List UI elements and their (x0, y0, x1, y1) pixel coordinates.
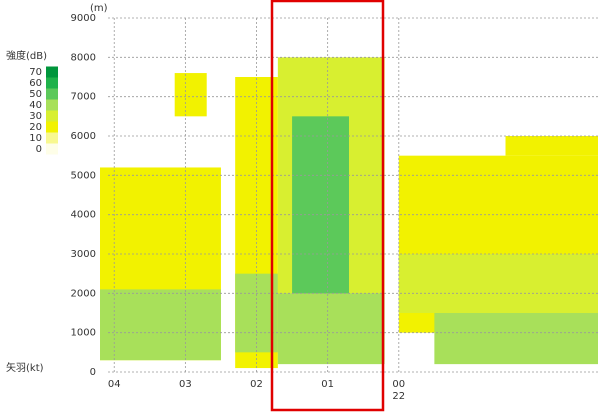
y-tick-label: 4000 (71, 210, 96, 221)
cells (100, 57, 598, 368)
intensity-cell (175, 73, 207, 116)
x-tick-label: 04 (108, 379, 121, 390)
legend-swatch (46, 122, 58, 133)
chart: (m) 強度(dB) 矢羽(kt) 0100020003000400050006… (0, 0, 600, 412)
legend-title: 強度(dB) (6, 49, 47, 62)
y-tick-label: 7000 (71, 92, 96, 103)
barb-label: 矢羽(kt) (6, 361, 44, 374)
x-tick-label: 00 (392, 379, 405, 390)
intensity-cell (434, 313, 598, 364)
legend-label: 0 (36, 144, 42, 155)
y-tick-label: 9000 (71, 13, 96, 24)
legend-label: 30 (29, 111, 42, 122)
y-tick-label: 5000 (71, 170, 96, 181)
y-tick-label: 3000 (71, 249, 96, 260)
legend-label: 50 (29, 89, 42, 100)
legend-label: 10 (29, 133, 42, 144)
legend-label: 70 (29, 67, 42, 78)
y-tick-label: 6000 (71, 131, 96, 142)
y-tick-label: 1000 (71, 328, 96, 339)
legend-swatch (46, 67, 58, 78)
legend-swatch (46, 89, 58, 100)
y-tick-label: 8000 (71, 52, 96, 63)
legend-label: 60 (29, 78, 42, 89)
y-tick-label: 2000 (71, 288, 96, 299)
x-tick-label: 02 (250, 379, 263, 390)
legend-label: 40 (29, 100, 42, 111)
intensity-cell (506, 136, 598, 156)
legend-swatch (46, 100, 58, 111)
intensity-cell (100, 289, 221, 360)
legend-label: 20 (29, 122, 42, 133)
legend-swatch (46, 111, 58, 122)
intensity-cell (278, 293, 385, 364)
date-label: 22 (392, 391, 405, 402)
legend-swatch (46, 133, 58, 144)
legend-swatch (46, 78, 58, 89)
x-tick-label: 03 (179, 379, 192, 390)
legend-swatch (46, 144, 58, 155)
y-tick-label: 0 (90, 367, 96, 378)
intensity-cell (399, 254, 598, 313)
x-tick-label: 01 (321, 379, 334, 390)
